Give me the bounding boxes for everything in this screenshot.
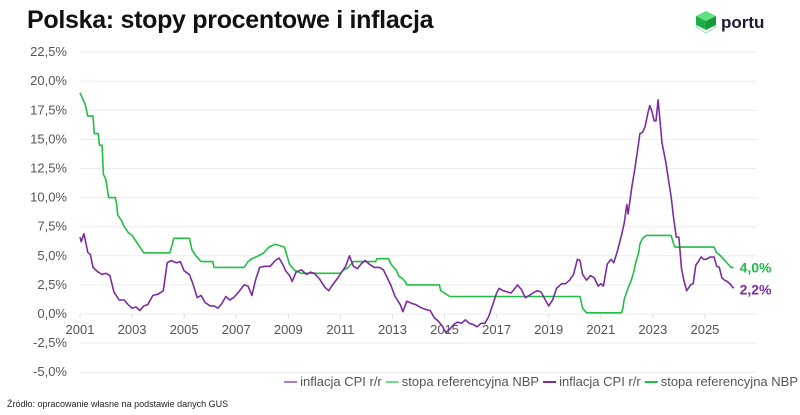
x-tick-label: 2001: [66, 322, 95, 337]
x-tick-label: 2005: [170, 322, 199, 337]
y-tick-label: -2,5%: [33, 335, 67, 350]
y-axis-ticks: 22,5% 20,0% 17,5% 15,0% 12,5% 10,0% 7,5% 5,0% 2,…: [30, 44, 67, 379]
x-tick-label: 2023: [638, 322, 667, 337]
x-tick-label: 2003: [118, 322, 147, 337]
x-tick-label: 2019: [534, 322, 563, 337]
legend-label: inflacja CPI r/r: [300, 374, 382, 389]
x-tick-label: 2007: [222, 322, 251, 337]
portu-logo: portu: [694, 10, 764, 36]
y-tick-label: 10,0%: [30, 190, 67, 205]
x-tick-label: 2017: [482, 322, 511, 337]
x-tick-label: 2013: [378, 322, 407, 337]
y-tick-label: 22,5%: [30, 44, 67, 59]
x-axis-ticks: 2001 2003 2005 2007 2009 2011 2013 2015 2017 2019…: [66, 322, 720, 337]
y-tick-label: -5,0%: [33, 364, 67, 379]
end-labels: 4,0% 2,2%: [740, 259, 772, 297]
y-tick-label: 7,5%: [37, 219, 67, 234]
legend: stopa referencyjna NBP inflacja CPI r/r st…: [284, 374, 798, 389]
y-tick-label: 5,0%: [37, 248, 67, 263]
series-line-nbp-rate: [79, 92, 734, 314]
end-label: 4,0%: [740, 259, 772, 275]
source-note: Źródło: opracowanie własne na podstawie …: [7, 399, 229, 409]
y-tick-label: 2,5%: [37, 277, 67, 292]
y-tick-label: 20,0%: [30, 73, 67, 88]
series-lines: [79, 92, 735, 334]
x-tick-label: 2025: [690, 322, 719, 337]
legend-label: inflacja CPI r/r: [559, 374, 641, 389]
y-tick-label: 12,5%: [30, 161, 67, 176]
end-label: 2,2%: [740, 281, 772, 297]
x-tick-label: 2011: [326, 322, 354, 337]
legend-label: stopa referencyjna NBP: [661, 374, 798, 389]
x-tick-label: 2021: [586, 322, 615, 337]
legend-label: stopa referencyjna NBP: [402, 374, 539, 389]
x-tick-label: 2009: [274, 322, 303, 337]
y-tick-label: 17,5%: [30, 102, 67, 117]
logo-text: portu: [721, 13, 765, 32]
y-tick-label: 0,0%: [37, 306, 67, 321]
green-cube-icon: [694, 11, 718, 34]
page-title: Polska: stopy procentowe i inflacja: [27, 6, 434, 34]
series-line-cpi-inflation: [79, 99, 735, 334]
y-tick-label: 15,0%: [30, 131, 67, 146]
